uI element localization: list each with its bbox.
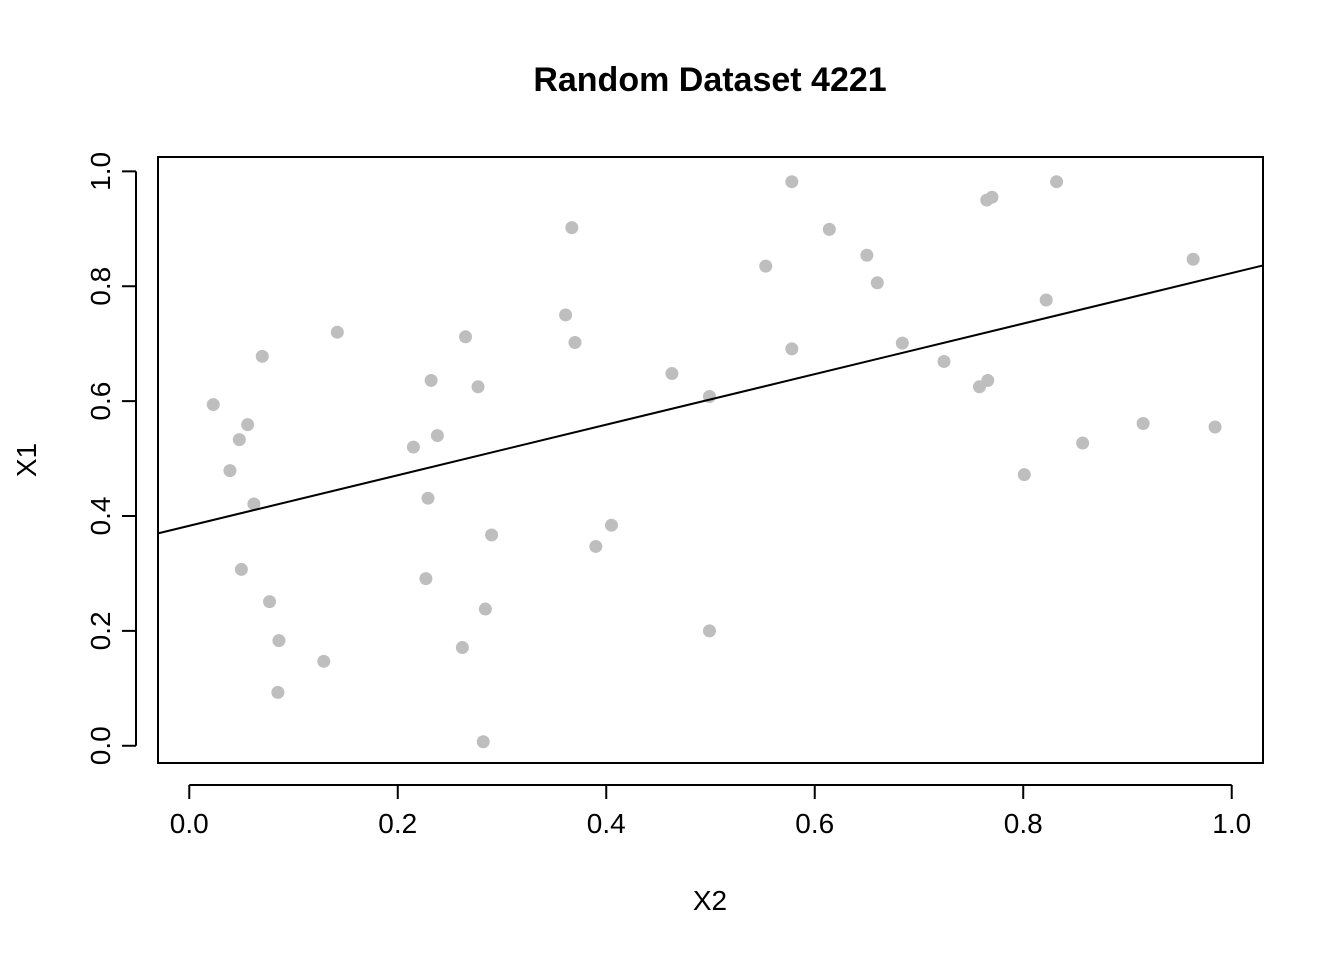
data-point-21 [476,735,490,749]
x-tick-label: 0.4 [587,808,626,839]
data-point-45 [1039,293,1053,307]
data-point-50 [1208,420,1222,434]
data-point-15 [421,491,435,505]
data-point-14 [419,572,433,586]
data-point-20 [471,380,485,394]
x-tick-label: 0.0 [170,808,209,839]
data-point-8 [263,595,277,609]
y-tick-label: 0.6 [85,382,116,421]
data-point-25 [565,221,579,235]
data-point-2 [223,464,237,478]
data-point-4 [234,562,248,576]
x-tick-label: 1.0 [1212,808,1251,839]
data-point-7 [255,349,269,363]
data-point-42 [981,373,995,387]
data-point-11 [317,654,331,668]
x-tick-label: 0.2 [378,808,417,839]
data-point-28 [604,518,618,532]
data-point-17 [430,429,444,443]
data-point-47 [1076,436,1090,450]
data-point-48 [1136,417,1150,431]
data-point-10 [272,634,286,648]
data-point-33 [785,175,799,189]
y-axis: 0.0 0.2 0.4 0.6 0.8 1.0 [85,152,137,765]
x-tick-label: 0.6 [795,808,834,839]
data-point-32 [759,259,773,273]
data-point-18 [455,641,469,655]
data-point-39 [937,354,951,368]
data-point-44 [1017,468,1031,482]
y-tick-label: 0.4 [85,497,116,536]
data-point-9 [271,685,285,699]
data-point-12 [330,325,344,339]
data-point-36 [860,248,874,262]
data-point-23 [485,528,499,542]
y-tick-label: 1.0 [85,152,116,191]
y-tick-label: 0.8 [85,267,116,306]
plot-frame [157,156,1264,764]
data-point-27 [589,539,603,553]
x-axis-label: X2 [693,885,727,916]
data-point-24 [559,308,573,322]
x-axis: 0.0 0.2 0.4 0.6 0.8 1.0 [170,784,1251,839]
y-axis-label: X1 [11,443,42,477]
data-point-22 [478,602,492,616]
data-point-3 [232,433,246,447]
data-point-34 [785,342,799,356]
data-point-16 [424,373,438,387]
x-tick-label: 0.8 [1004,808,1043,839]
y-tick-label: 0.2 [85,611,116,650]
y-tick-label: 0.0 [85,726,116,765]
data-point-46 [1050,175,1064,189]
data-point-35 [822,222,836,236]
chart-title: Random Dataset 4221 [533,61,886,99]
regression-line [157,264,1264,535]
data-point-43 [985,190,999,204]
data-point-31 [702,624,716,638]
data-point-26 [568,336,582,350]
data-point-38 [895,336,909,350]
data-point-49 [1186,252,1200,266]
data-point-6 [247,497,261,511]
data-point-19 [459,330,473,344]
data-point-5 [241,418,255,432]
data-point-1 [206,398,220,412]
data-point-37 [870,276,884,290]
data-point-13 [406,440,420,454]
points-layer [206,175,1222,749]
data-point-29 [665,367,679,381]
